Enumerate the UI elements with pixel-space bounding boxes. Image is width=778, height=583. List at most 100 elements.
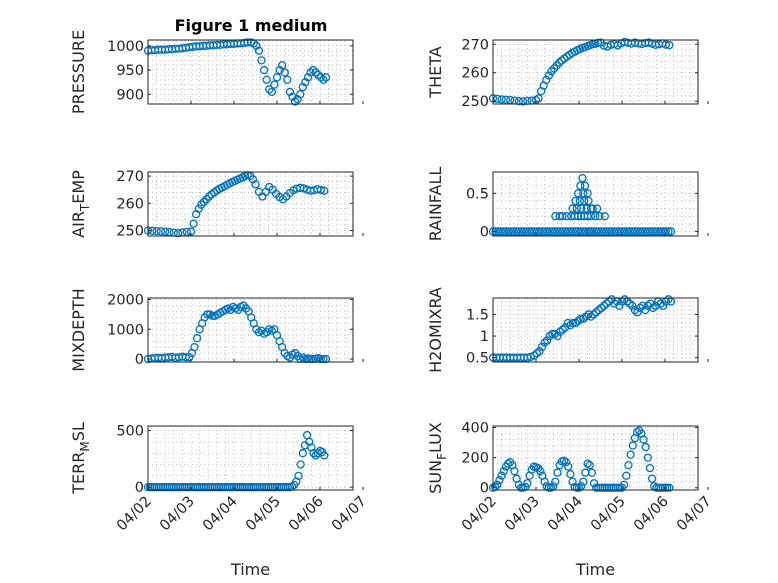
data-point bbox=[535, 227, 544, 236]
data-point bbox=[523, 479, 532, 488]
data-point bbox=[571, 196, 580, 206]
data-point bbox=[536, 467, 545, 476]
data-point bbox=[161, 227, 170, 236]
data-point bbox=[540, 227, 549, 236]
data-point bbox=[659, 301, 668, 310]
y-tick-label: 260 bbox=[461, 66, 489, 82]
data-point bbox=[252, 41, 261, 50]
x-tick-label: 04/05 bbox=[243, 494, 284, 535]
data-point bbox=[664, 295, 673, 304]
data-point bbox=[604, 227, 614, 236]
data-point bbox=[638, 301, 647, 310]
data-point bbox=[592, 227, 601, 236]
data-point bbox=[595, 212, 604, 221]
data-point bbox=[540, 477, 549, 486]
data-point bbox=[548, 227, 557, 236]
y-tick-label: 400 bbox=[461, 421, 489, 437]
data-point bbox=[288, 92, 297, 101]
data-point bbox=[561, 227, 570, 236]
data-point bbox=[645, 464, 655, 473]
data-point bbox=[497, 95, 506, 104]
data-point bbox=[509, 227, 518, 236]
y-axis-label-main: SUN bbox=[426, 460, 445, 494]
data-point bbox=[298, 449, 307, 458]
data-point bbox=[610, 299, 619, 308]
x-axis-label: Time bbox=[575, 560, 615, 579]
data-point bbox=[665, 483, 674, 492]
data-point bbox=[573, 189, 583, 198]
data-point bbox=[568, 204, 577, 213]
mixdepth-panel: 0 1000 2000 MIXDEPTH bbox=[69, 288, 364, 372]
data-point bbox=[553, 331, 562, 341]
data-point bbox=[641, 442, 650, 452]
data-point bbox=[600, 212, 609, 221]
data-point bbox=[555, 227, 565, 236]
data-point bbox=[540, 338, 549, 347]
y-axis-label-main: THETA bbox=[426, 46, 445, 98]
data-point bbox=[584, 196, 593, 206]
data-point bbox=[302, 430, 312, 440]
data-point bbox=[610, 227, 619, 236]
data-point bbox=[628, 441, 637, 450]
axes-frame bbox=[492, 171, 699, 237]
data-point bbox=[555, 327, 565, 336]
data-point bbox=[646, 299, 655, 308]
rainfall-panel: 0 0.5 RAINFALL bbox=[426, 167, 709, 241]
data-point bbox=[524, 227, 534, 236]
data-point bbox=[527, 227, 536, 236]
data-point bbox=[296, 90, 305, 99]
data-point bbox=[555, 58, 564, 67]
data-point bbox=[581, 312, 591, 321]
x-tick-label: 04/02 bbox=[459, 494, 500, 535]
y-tick-label: 0 bbox=[480, 481, 489, 497]
data-point bbox=[561, 323, 570, 332]
y-axis-label: AIRTEMP bbox=[69, 170, 92, 238]
grid-lines bbox=[147, 298, 353, 362]
data-point bbox=[199, 197, 209, 207]
data-point bbox=[543, 336, 552, 345]
data-point bbox=[203, 310, 212, 319]
data-point bbox=[602, 299, 611, 308]
figure-title: Figure 1 medium bbox=[175, 16, 328, 35]
data-point bbox=[551, 477, 560, 486]
data-point bbox=[532, 227, 542, 236]
theta-panel: 250 260 270 THETA bbox=[426, 37, 709, 110]
y-tick-label: 0.5 bbox=[466, 186, 489, 202]
grid-lines bbox=[492, 298, 698, 363]
x-tick-label: 04/07 bbox=[674, 494, 715, 535]
data-point bbox=[576, 314, 585, 323]
data-point bbox=[576, 227, 585, 236]
data-markers bbox=[143, 301, 331, 364]
y-axis-label-subscript: F bbox=[435, 453, 449, 460]
pressure-panel: 900 950 1000 PRESSURE bbox=[69, 30, 364, 114]
data-point bbox=[290, 97, 300, 106]
data-point bbox=[519, 227, 529, 236]
y-tick-label: 900 bbox=[116, 87, 144, 103]
y-axis-label-main: MIXDEPTH bbox=[69, 288, 88, 371]
data-point bbox=[546, 483, 556, 492]
data-markers bbox=[488, 173, 676, 236]
data-point bbox=[576, 181, 585, 190]
data-point bbox=[306, 68, 315, 77]
data-point bbox=[503, 459, 513, 468]
data-point bbox=[537, 227, 547, 236]
data-point bbox=[506, 227, 516, 236]
data-point bbox=[648, 227, 658, 236]
data-point bbox=[298, 82, 307, 92]
data-point bbox=[267, 87, 276, 97]
data-point bbox=[303, 73, 313, 82]
data-point bbox=[664, 227, 673, 236]
data-point bbox=[589, 227, 598, 236]
data-point bbox=[491, 227, 500, 236]
data-point bbox=[311, 451, 320, 460]
data-point bbox=[173, 229, 183, 238]
data-point bbox=[530, 227, 539, 236]
data-point bbox=[633, 227, 642, 236]
data-point bbox=[496, 227, 505, 236]
data-point bbox=[534, 94, 543, 103]
y-tick-label: 0.5 bbox=[466, 351, 489, 367]
data-point bbox=[512, 227, 521, 236]
data-point bbox=[294, 471, 303, 480]
data-point bbox=[589, 479, 599, 488]
y-axis-label-main: H2OMIXRA bbox=[426, 287, 445, 373]
